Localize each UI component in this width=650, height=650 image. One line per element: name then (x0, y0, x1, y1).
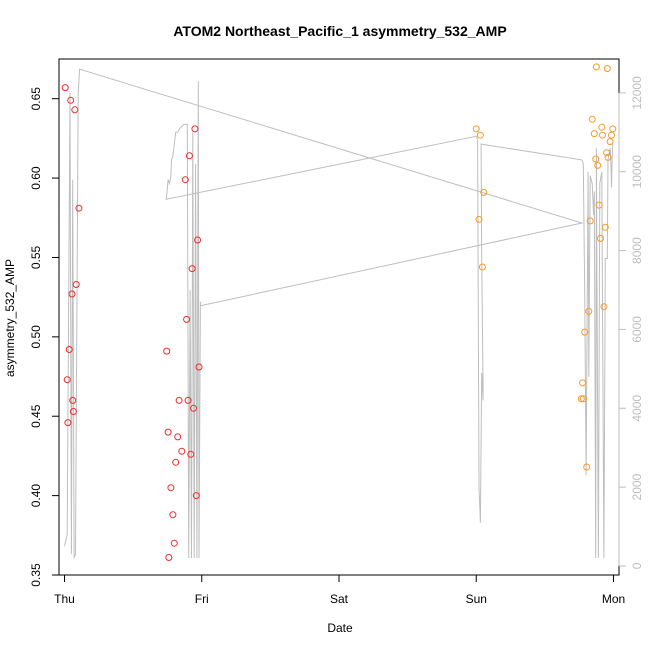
y-axis-label: asymmetry_532_AMP (3, 259, 17, 377)
data-point (475, 215, 483, 223)
data-point (601, 223, 609, 231)
y2-tick-label: 10000 (630, 155, 644, 189)
point-series-layer (61, 63, 617, 561)
data-point (577, 395, 585, 403)
plot-frame (58, 58, 620, 576)
data-point (472, 125, 480, 133)
plot-area (58, 58, 620, 576)
y2-tick-label: 8000 (630, 237, 644, 264)
y-axis-right: 0 2000 4000 6000 8000 10000 12000 (618, 76, 644, 569)
data-point (579, 395, 587, 403)
data-point (184, 396, 192, 404)
line-series-layer (64, 68, 614, 559)
data-point (586, 217, 594, 225)
data-point (597, 234, 604, 242)
data-point (581, 328, 589, 336)
data-point (174, 433, 182, 441)
data-point (604, 153, 612, 161)
data-point (588, 115, 596, 123)
data-point (164, 428, 172, 436)
y-tick-label: 0.55 (29, 245, 43, 269)
data-point (590, 130, 598, 138)
chart-title: ATOM2 Northeast_Pacific_1 asymmetry_532_… (173, 23, 506, 39)
data-point (585, 307, 593, 315)
data-point (594, 161, 602, 169)
data-point (583, 463, 591, 471)
data-point (183, 315, 191, 323)
data-point (181, 176, 189, 184)
data-point (592, 155, 600, 163)
data-point (71, 106, 79, 114)
data-point (192, 492, 200, 500)
data-point (163, 347, 171, 355)
data-point (480, 188, 488, 196)
data-point (476, 131, 484, 139)
y-tick-label: 0.65 (29, 87, 43, 111)
x-tick-label: Sat (330, 592, 349, 606)
data-point (478, 263, 486, 271)
data-point (191, 125, 199, 133)
data-point (603, 65, 611, 72)
data-point (592, 63, 600, 71)
y-tick-label: 0.50 (29, 325, 43, 349)
data-point (72, 281, 80, 288)
y2-tick-label: 6000 (630, 316, 644, 343)
y-tick-label: 0.40 (29, 484, 43, 508)
series-line-2 (64, 68, 614, 559)
data-point (165, 554, 173, 561)
y-tick-label: 0.35 (29, 563, 43, 587)
data-point (187, 450, 195, 458)
y2-tick-label: 0 (630, 562, 644, 569)
data-point (169, 511, 177, 519)
data-point (67, 96, 75, 104)
x-tick-label: Mon (602, 592, 625, 606)
data-point (65, 346, 73, 353)
data-point (598, 123, 606, 131)
data-point (188, 265, 196, 273)
y2-tick-label: 2000 (630, 473, 644, 500)
data-point (178, 447, 186, 455)
data-point (195, 363, 203, 371)
x-tick-label: Fri (195, 592, 209, 606)
y-tick-label: 0.45 (29, 404, 43, 428)
data-point (608, 131, 615, 139)
y-tick-label: 0.60 (29, 166, 43, 190)
data-point (606, 138, 614, 146)
data-point (64, 419, 72, 427)
data-point (167, 484, 175, 492)
x-axis: Thu Fri Sat Sun Mon (54, 574, 625, 606)
y2-tick-label: 12000 (630, 76, 644, 110)
data-point (175, 396, 183, 404)
data-point (63, 376, 71, 384)
data-point (68, 290, 76, 298)
x-tick-label: Thu (54, 592, 75, 606)
data-point (595, 201, 603, 209)
data-point (170, 539, 178, 547)
data-point (194, 236, 202, 244)
data-point (190, 404, 197, 412)
x-axis-label: Date (327, 621, 353, 635)
y2-tick-label: 4000 (630, 395, 644, 422)
data-point (579, 379, 587, 387)
data-point (172, 458, 180, 466)
data-point (603, 149, 611, 157)
y-axis-left: 0.35 0.40 0.45 0.50 0.55 0.60 0.65 (29, 87, 60, 587)
data-point (600, 303, 608, 311)
x-tick-label: Sun (466, 592, 487, 606)
data-point (75, 204, 83, 212)
data-point (599, 131, 606, 139)
data-point (61, 84, 69, 92)
data-point (609, 125, 617, 133)
data-point (185, 152, 193, 160)
data-point (69, 408, 77, 415)
data-point (69, 396, 77, 404)
